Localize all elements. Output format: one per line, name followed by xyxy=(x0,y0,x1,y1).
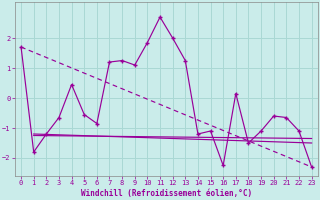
X-axis label: Windchill (Refroidissement éolien,°C): Windchill (Refroidissement éolien,°C) xyxy=(81,189,252,198)
